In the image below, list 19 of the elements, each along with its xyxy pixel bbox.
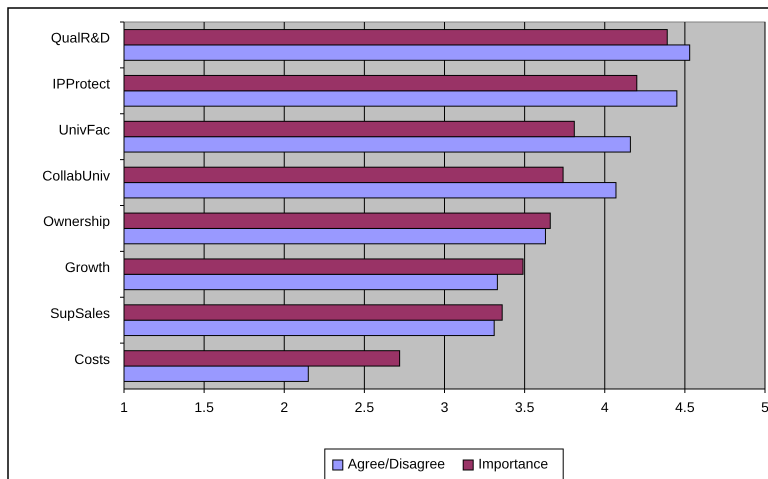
x-tick-label: 5	[761, 399, 768, 415]
y-tick-label: Ownership	[43, 213, 110, 230]
y-tick-label: CollabUniv	[42, 167, 110, 184]
y-tick-label: Costs	[74, 350, 110, 367]
y-tick-label: UnivFac	[58, 121, 110, 138]
x-tick-label: 4	[600, 399, 609, 415]
legend-label: Agree/Disagree	[348, 456, 446, 472]
x-tick-label: 3.5	[514, 399, 535, 415]
x-tick-label: 2.5	[354, 399, 374, 415]
x-tick-label: 3	[440, 399, 449, 415]
x-tick-label: 1.5	[194, 399, 214, 415]
legend-label: Importance	[478, 456, 548, 472]
y-tick-label: QualR&D	[50, 30, 110, 46]
y-tick-label: IPProtect	[52, 76, 110, 92]
y-tick-label: SupSales	[50, 304, 110, 321]
y-tick-label: Growth	[64, 259, 110, 276]
x-tick-label: 1	[120, 399, 128, 415]
x-tick-label: 2	[280, 399, 288, 415]
x-tick-label: 4.5	[675, 399, 695, 415]
